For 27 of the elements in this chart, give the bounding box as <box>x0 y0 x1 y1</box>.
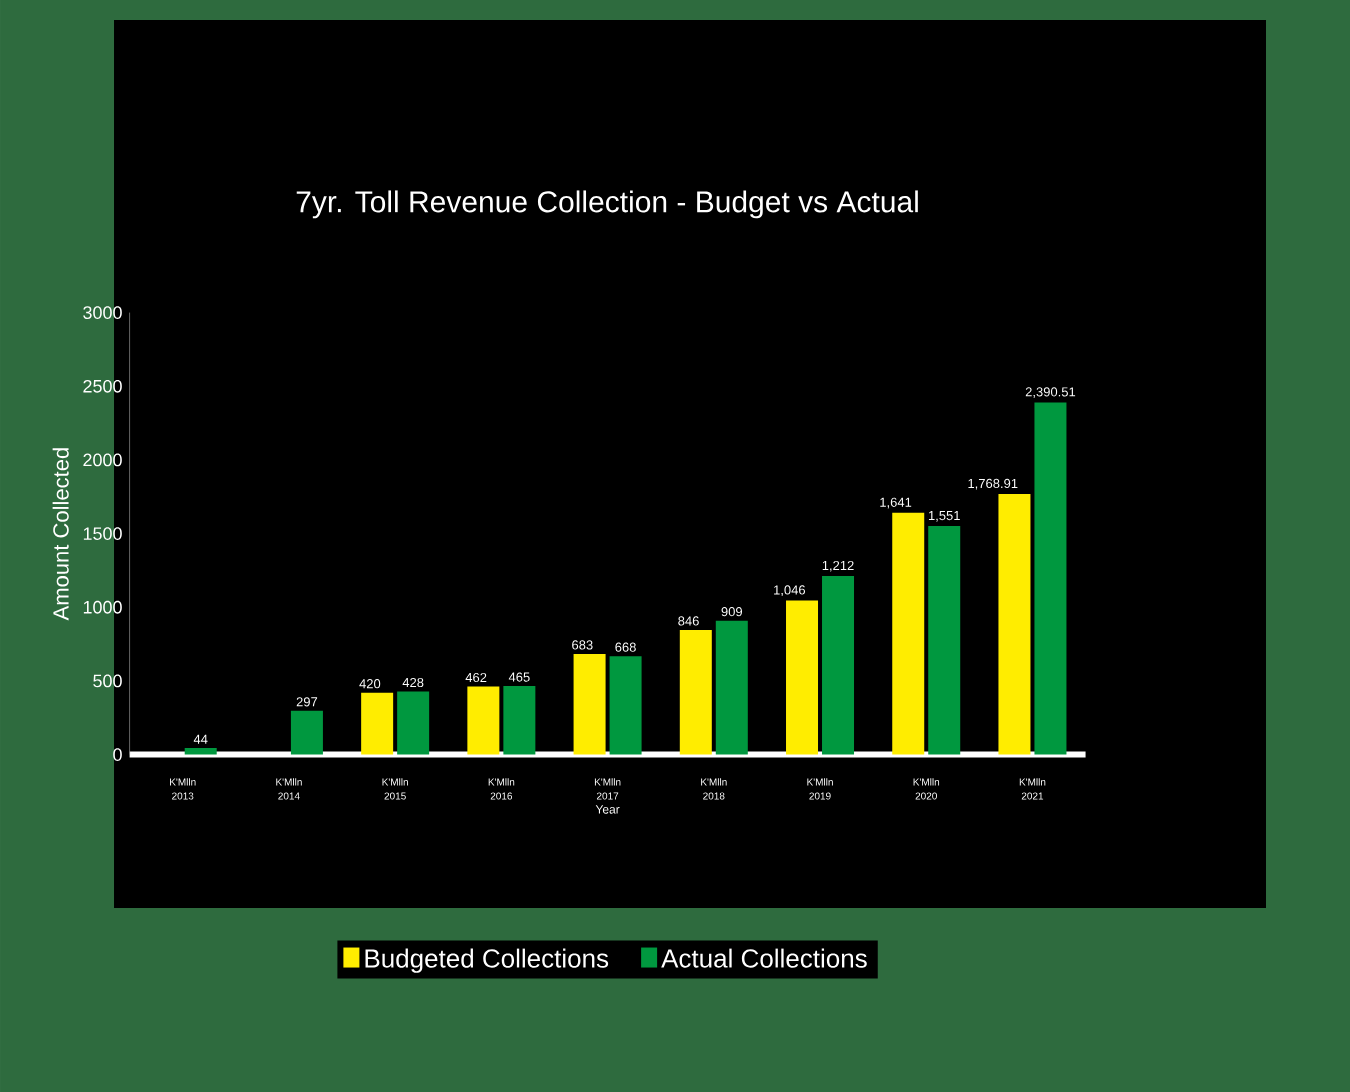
legend-label: Budgeted Collections <box>365 948 609 973</box>
bar <box>1034 402 1067 755</box>
y-tick-label: 3000 <box>83 306 122 319</box>
bar <box>290 710 323 755</box>
y-tick-label: 500 <box>93 674 122 688</box>
bar <box>184 748 217 755</box>
y-tick-label: 2000 <box>83 453 122 467</box>
bar <box>786 600 819 755</box>
bar <box>892 512 925 755</box>
bar <box>822 576 855 755</box>
legend-label: Actual Collections <box>661 948 867 968</box>
y-axis-title: Amount Collected <box>52 448 69 621</box>
bar <box>503 686 536 755</box>
bar <box>998 493 1031 755</box>
bar <box>928 526 961 755</box>
bar <box>609 656 642 755</box>
chart-title: 7yr. Toll Revenue Collection - Budget vs Actual <box>296 190 918 219</box>
y-tick-label: 1500 <box>83 527 122 540</box>
bar <box>361 692 394 755</box>
y-tick-label: 0 <box>113 748 122 761</box>
bar <box>715 620 748 755</box>
bar <box>573 653 606 755</box>
y-tick-label: 1000 <box>83 600 122 614</box>
y-tick-label: 2500 <box>83 379 122 393</box>
bar <box>467 686 500 755</box>
bar <box>397 691 430 755</box>
bar <box>679 629 712 755</box>
